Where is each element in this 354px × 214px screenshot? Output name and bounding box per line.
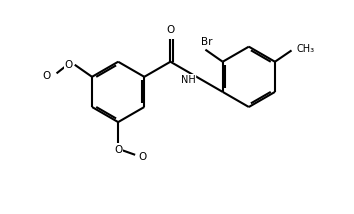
Text: CH₃: CH₃ <box>297 44 315 54</box>
Text: O: O <box>139 152 147 162</box>
Text: O: O <box>64 60 73 70</box>
Text: O: O <box>139 152 147 162</box>
Text: NH: NH <box>181 75 195 85</box>
Text: O: O <box>166 25 175 35</box>
Text: O: O <box>114 145 122 155</box>
Text: O: O <box>42 71 51 81</box>
Text: O: O <box>114 145 122 155</box>
Text: O: O <box>64 60 73 70</box>
Text: Br: Br <box>201 37 213 47</box>
Text: O: O <box>42 71 51 81</box>
